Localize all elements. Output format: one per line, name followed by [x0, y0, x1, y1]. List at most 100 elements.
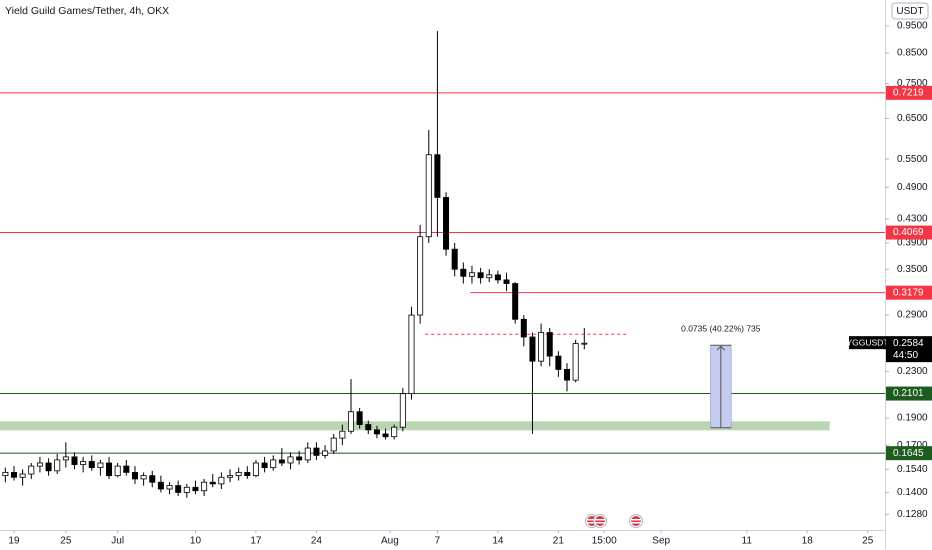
- candle-body: [330, 437, 337, 452]
- y-tick-label: 0.1700: [897, 440, 928, 451]
- y-tick-label: 0.3500: [897, 264, 928, 275]
- candle-body: [140, 475, 147, 480]
- measure-label: 0.0735 (40.22%) 735: [681, 323, 761, 333]
- candle-body: [62, 456, 69, 461]
- candle-body: [218, 476, 225, 485]
- candle-body: [304, 447, 311, 461]
- candle-body: [339, 430, 346, 439]
- y-tick-label: 0.4900: [897, 182, 928, 193]
- candle-body: [97, 462, 104, 469]
- event-flag-stripe: [595, 522, 605, 524]
- candle-body: [227, 475, 234, 478]
- y-tick-label: 0.4300: [897, 214, 928, 225]
- x-tick-label: 19: [8, 536, 20, 547]
- symbol-label: YGGUSDT: [846, 337, 888, 347]
- candle-body: [313, 447, 320, 456]
- level-label: 0.1645: [893, 448, 924, 459]
- x-tick-label: Aug: [381, 536, 399, 547]
- y-tick-label: 0.3900: [897, 238, 928, 249]
- candle-body: [468, 272, 475, 277]
- candle-body: [2, 472, 9, 477]
- level-label: 0.3179: [893, 287, 924, 298]
- level-tag: [886, 285, 932, 300]
- candle-body: [45, 462, 52, 472]
- candle-body: [28, 465, 35, 475]
- measure-arrow-head: [716, 345, 726, 351]
- level-label: 0.4069: [893, 227, 924, 238]
- event-flag-stripe: [631, 519, 641, 521]
- candle-body: [399, 393, 406, 428]
- candle-body: [477, 272, 484, 279]
- x-tick-label: 25: [60, 536, 72, 547]
- candle-body: [278, 459, 285, 464]
- y-tick-label: 0.6500: [897, 113, 928, 124]
- candle-body: [408, 314, 415, 395]
- last-price-tag: [886, 336, 932, 363]
- candle-body: [235, 472, 242, 477]
- x-tick-label: 17: [250, 536, 262, 547]
- candle-body: [322, 450, 329, 456]
- candle-body: [157, 481, 164, 490]
- candle-body: [19, 473, 26, 478]
- event-flag-stripe: [631, 522, 641, 524]
- candle-body: [192, 486, 199, 492]
- candle-body: [555, 355, 562, 370]
- x-tick-label: 24: [311, 536, 323, 547]
- candle-body: [417, 236, 424, 316]
- currency-box: [891, 2, 929, 20]
- x-tick-label: Jul: [111, 536, 124, 547]
- candle-body: [512, 283, 519, 320]
- y-tick-label: 0.2900: [897, 310, 928, 321]
- y-tick-label: 0.8500: [897, 48, 928, 59]
- zone: [0, 421, 830, 431]
- level-label: 0.2101: [893, 388, 924, 399]
- y-tick-label: 0.1540: [897, 464, 928, 475]
- x-tick-label: 21: [553, 536, 565, 547]
- y-tick-label: 0.5500: [897, 154, 928, 165]
- candle-body: [564, 369, 571, 381]
- level-tag: [886, 85, 932, 100]
- candle-body: [296, 456, 303, 461]
- candle-body: [460, 268, 467, 277]
- candle-body: [261, 462, 268, 469]
- candle-body: [201, 481, 208, 492]
- x-tick-label: 15:00: [592, 536, 617, 547]
- candle-body: [71, 456, 78, 465]
- candle-body: [270, 459, 277, 469]
- level-tag: [886, 386, 932, 401]
- candle-body: [36, 462, 43, 467]
- candle-body: [538, 332, 545, 362]
- x-tick-label: Sep: [652, 536, 670, 547]
- last-price-label: 0.2584: [893, 338, 924, 349]
- candle-body: [382, 433, 389, 438]
- level-label: 0.7219: [893, 88, 924, 99]
- chart-title: Yield Guild Games/Tether, 4h, OKX: [5, 5, 169, 17]
- x-tick-label: 10: [190, 536, 202, 547]
- candle-body: [581, 342, 588, 345]
- y-tick-label: 0.7500: [897, 78, 928, 89]
- y-tick-label: 0.1900: [897, 413, 928, 424]
- candle-body: [287, 456, 294, 464]
- candle-body: [373, 429, 380, 435]
- candle-body: [80, 461, 87, 465]
- event-flag-stripe: [587, 519, 597, 521]
- candle-body: [572, 343, 579, 381]
- x-tick-label: 18: [802, 536, 814, 547]
- event-flag-stripe: [595, 519, 605, 521]
- y-tick-label: 0.2300: [897, 366, 928, 377]
- candle-body: [131, 472, 138, 480]
- candle-body: [443, 197, 450, 250]
- event-flag: [631, 516, 641, 526]
- candle-body: [183, 486, 190, 493]
- candle-body: [486, 274, 493, 279]
- candle-body: [209, 481, 216, 485]
- candle-body: [175, 485, 182, 493]
- candle-body: [391, 426, 398, 438]
- symbol-tag: [849, 336, 886, 350]
- candle-body: [546, 332, 553, 357]
- candle-body: [434, 154, 441, 198]
- y-tick-label: 0.9500: [897, 21, 928, 32]
- candle-body: [244, 472, 251, 477]
- candle-body: [123, 465, 130, 473]
- countdown: 44:50: [893, 350, 918, 361]
